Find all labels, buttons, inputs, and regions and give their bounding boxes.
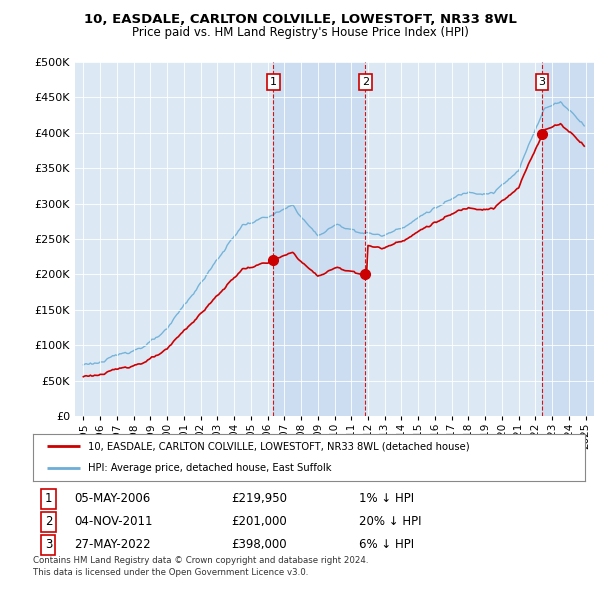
Text: £398,000: £398,000 <box>232 538 287 552</box>
Text: Price paid vs. HM Land Registry's House Price Index (HPI): Price paid vs. HM Land Registry's House … <box>131 26 469 39</box>
Text: 1% ↓ HPI: 1% ↓ HPI <box>359 492 414 505</box>
Text: 04-NOV-2011: 04-NOV-2011 <box>74 515 153 528</box>
Text: 10, EASDALE, CARLTON COLVILLE, LOWESTOFT, NR33 8WL (detached house): 10, EASDALE, CARLTON COLVILLE, LOWESTOFT… <box>88 441 470 451</box>
Text: 6% ↓ HPI: 6% ↓ HPI <box>359 538 414 552</box>
Text: 27-MAY-2022: 27-MAY-2022 <box>74 538 151 552</box>
Text: 2: 2 <box>362 77 369 87</box>
Bar <box>274 62 365 416</box>
Text: 1: 1 <box>270 77 277 87</box>
Text: 1: 1 <box>45 492 52 505</box>
Text: 10, EASDALE, CARLTON COLVILLE, LOWESTOFT, NR33 8WL: 10, EASDALE, CARLTON COLVILLE, LOWESTOFT… <box>83 13 517 26</box>
Text: 3: 3 <box>45 538 52 552</box>
Text: 3: 3 <box>539 77 545 87</box>
Text: This data is licensed under the Open Government Licence v3.0.: This data is licensed under the Open Gov… <box>33 568 308 577</box>
Text: Contains HM Land Registry data © Crown copyright and database right 2024.: Contains HM Land Registry data © Crown c… <box>33 556 368 565</box>
Text: 05-MAY-2006: 05-MAY-2006 <box>74 492 151 505</box>
Text: 2: 2 <box>45 515 52 528</box>
Bar <box>542 62 594 416</box>
Text: HPI: Average price, detached house, East Suffolk: HPI: Average price, detached house, East… <box>88 463 332 473</box>
Text: £219,950: £219,950 <box>232 492 288 505</box>
Text: £201,000: £201,000 <box>232 515 287 528</box>
Text: 20% ↓ HPI: 20% ↓ HPI <box>359 515 421 528</box>
